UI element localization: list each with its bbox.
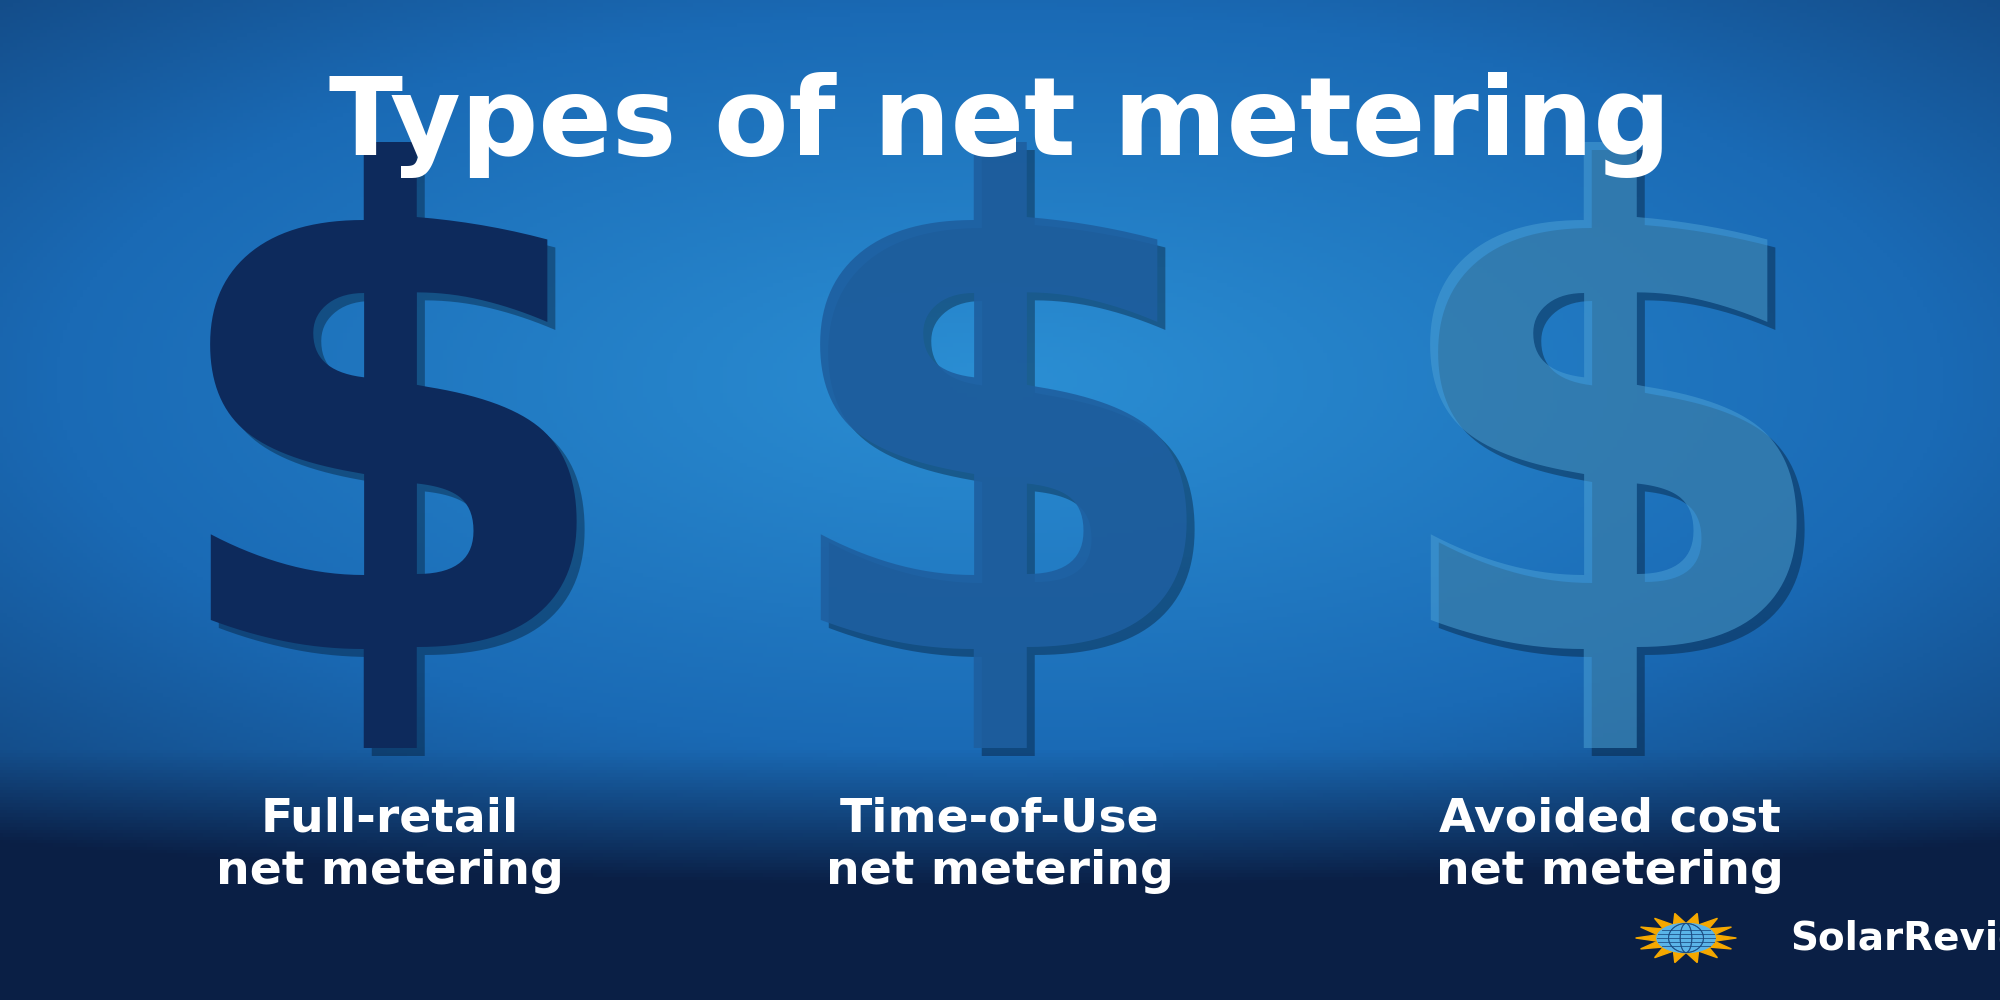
Text: $: $ — [1378, 142, 1842, 788]
Text: $: $ — [1386, 150, 1850, 796]
Text: Types of net metering: Types of net metering — [330, 72, 1670, 178]
Polygon shape — [1640, 941, 1664, 949]
Polygon shape — [1708, 941, 1732, 949]
Polygon shape — [1686, 951, 1698, 963]
Polygon shape — [1674, 951, 1686, 963]
Polygon shape — [1714, 935, 1736, 941]
Text: SolarReviews: SolarReviews — [1790, 919, 2000, 957]
Circle shape — [1656, 923, 1716, 953]
Polygon shape — [1674, 913, 1686, 925]
Polygon shape — [1636, 935, 1658, 941]
Polygon shape — [1698, 947, 1718, 958]
Text: $: $ — [158, 142, 622, 788]
Polygon shape — [1698, 918, 1718, 929]
Polygon shape — [1686, 913, 1698, 925]
Polygon shape — [1654, 918, 1674, 929]
Text: $: $ — [166, 150, 630, 796]
Polygon shape — [1640, 927, 1664, 935]
Text: $: $ — [768, 142, 1232, 788]
Text: Time-of-Use
net metering: Time-of-Use net metering — [826, 796, 1174, 894]
Polygon shape — [1654, 947, 1674, 958]
Text: Full-retail
net metering: Full-retail net metering — [216, 796, 564, 894]
Polygon shape — [1708, 927, 1732, 935]
Text: Avoided cost
net metering: Avoided cost net metering — [1436, 796, 1784, 894]
Text: $: $ — [776, 150, 1240, 796]
